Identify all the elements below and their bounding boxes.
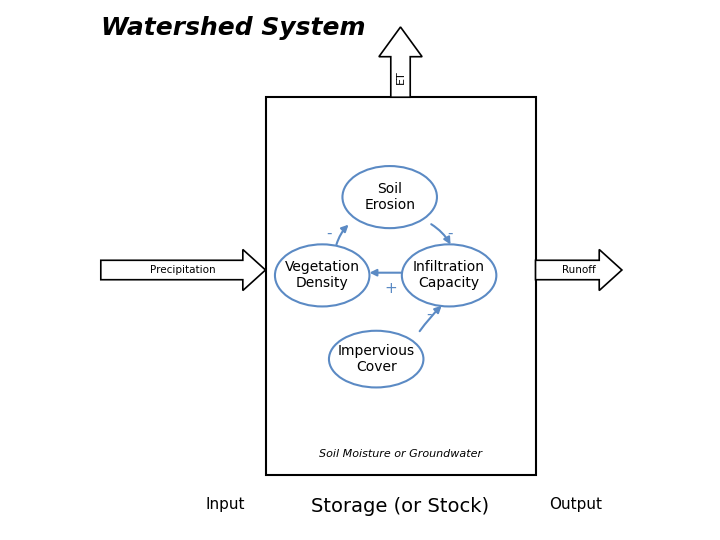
Text: Soil Moisture or Groundwater: Soil Moisture or Groundwater bbox=[319, 449, 482, 458]
Text: Infiltration
Capacity: Infiltration Capacity bbox=[413, 260, 485, 291]
Ellipse shape bbox=[275, 244, 369, 306]
Text: -: - bbox=[448, 226, 453, 241]
Text: Precipitation: Precipitation bbox=[150, 265, 216, 275]
Ellipse shape bbox=[402, 244, 496, 306]
FancyArrowPatch shape bbox=[372, 270, 402, 275]
Ellipse shape bbox=[343, 166, 437, 228]
Text: Soil
Erosion: Soil Erosion bbox=[364, 182, 415, 212]
Polygon shape bbox=[101, 249, 266, 291]
Text: -: - bbox=[326, 226, 332, 241]
Polygon shape bbox=[379, 27, 422, 97]
FancyArrowPatch shape bbox=[420, 307, 440, 331]
Text: ET: ET bbox=[395, 70, 405, 84]
Text: -: - bbox=[426, 307, 431, 322]
Polygon shape bbox=[536, 249, 622, 291]
Text: Output: Output bbox=[549, 497, 603, 512]
FancyArrowPatch shape bbox=[431, 224, 449, 242]
Text: Watershed System: Watershed System bbox=[101, 16, 365, 40]
Text: Input: Input bbox=[205, 497, 245, 512]
Bar bbox=[266, 97, 536, 475]
Text: Runoff: Runoff bbox=[562, 265, 595, 275]
Ellipse shape bbox=[329, 330, 423, 388]
Text: Vegetation
Density: Vegetation Density bbox=[284, 260, 360, 291]
Text: Storage (or Stock): Storage (or Stock) bbox=[312, 497, 490, 516]
Text: +: + bbox=[384, 281, 397, 296]
Text: Impervious
Cover: Impervious Cover bbox=[338, 344, 415, 374]
FancyArrowPatch shape bbox=[336, 226, 347, 245]
